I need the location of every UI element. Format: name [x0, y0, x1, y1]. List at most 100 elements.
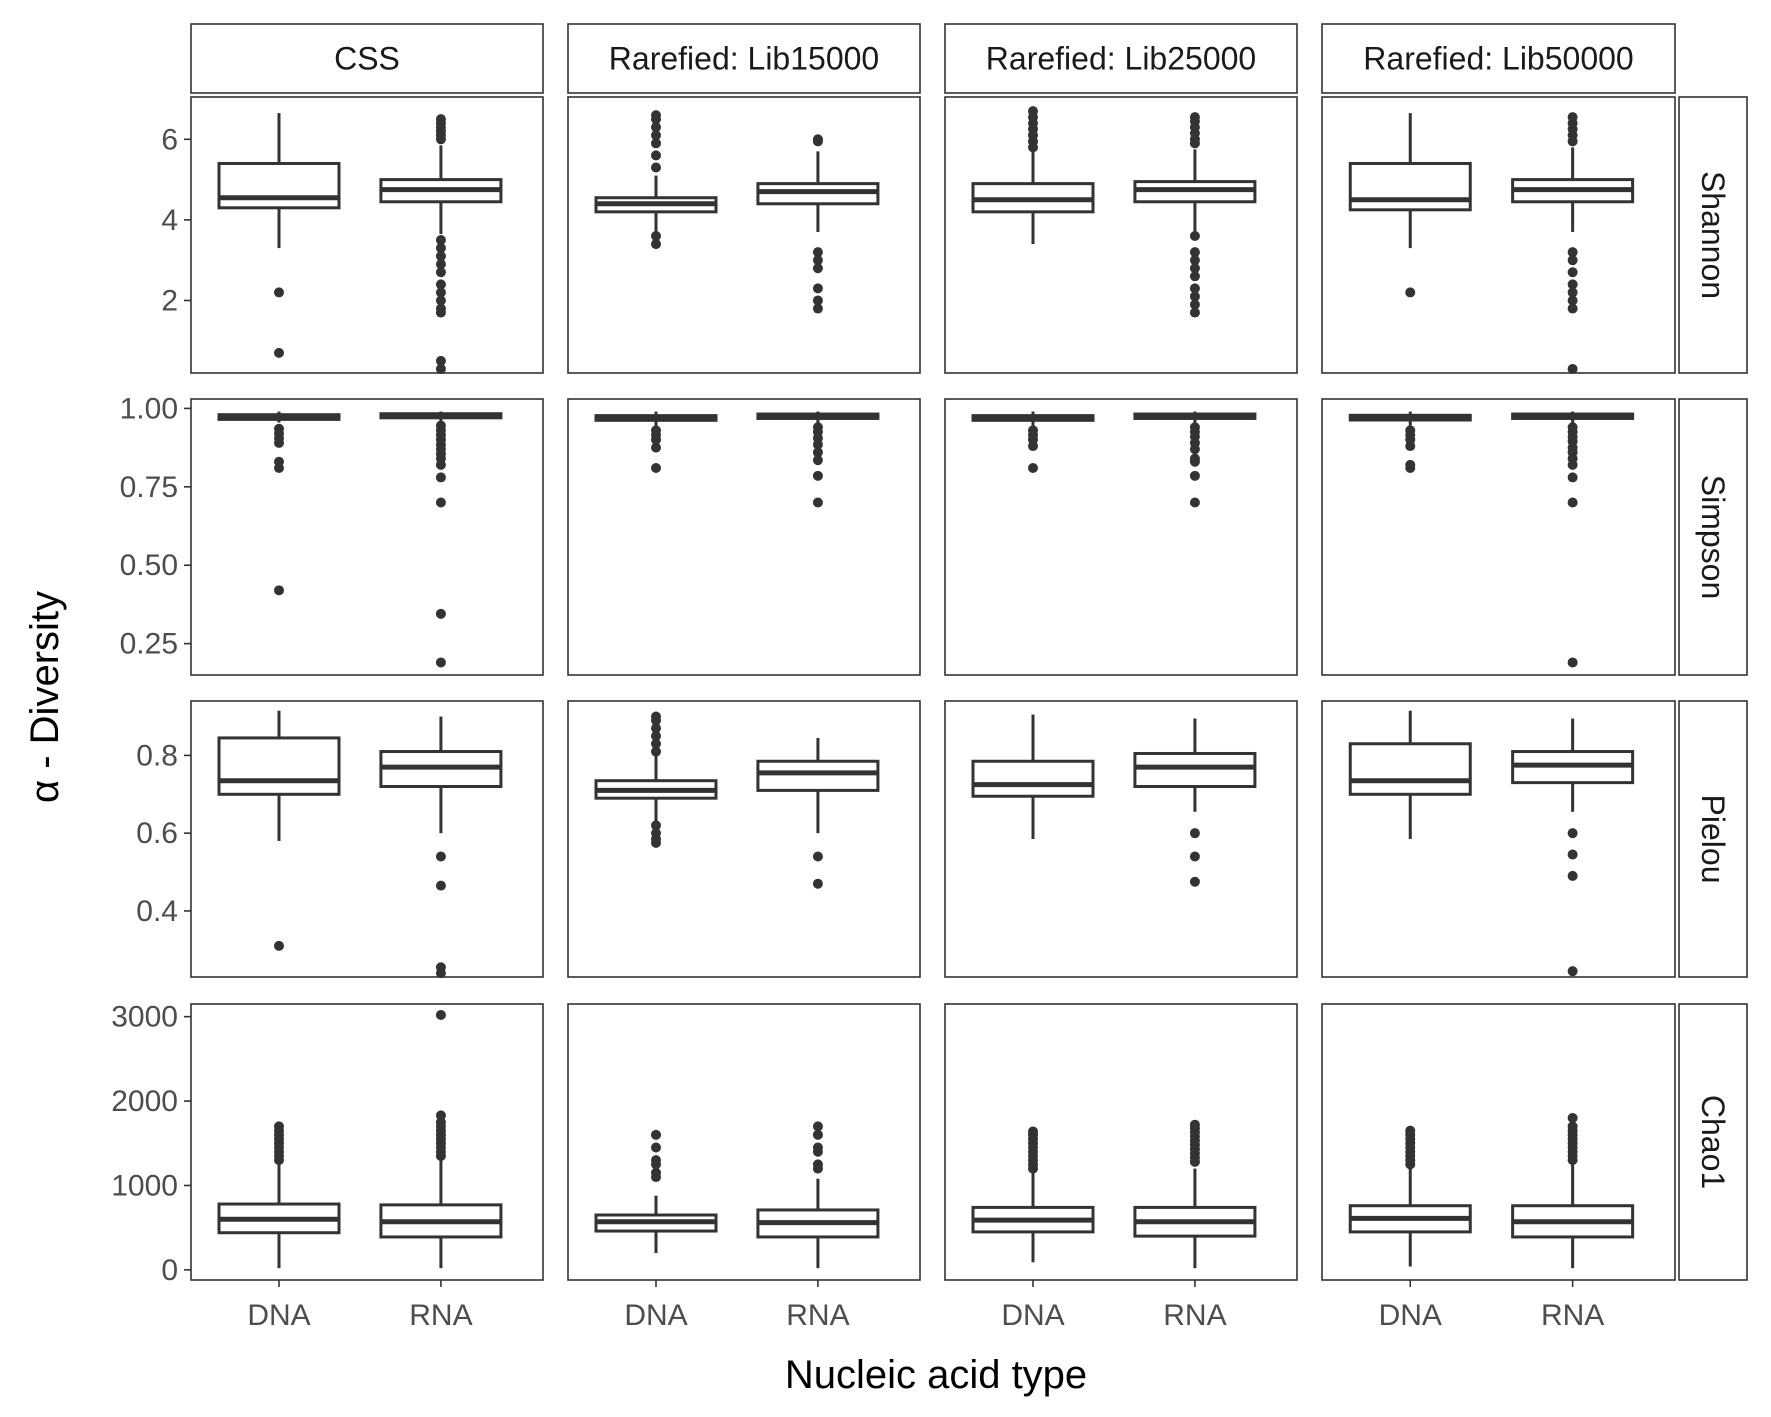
panel-border [1321, 96, 1676, 374]
panel-grid [190, 96, 1676, 1281]
outlier-point-rna [812, 497, 823, 508]
strip-css [190, 23, 544, 94]
panel-border [567, 1003, 921, 1281]
outlier-point-rna [435, 287, 446, 298]
outlier-point-dna [1028, 441, 1038, 452]
outlier-point-rna [1189, 231, 1200, 242]
outlier-point-rna [1567, 295, 1578, 306]
y-tick-label-simpson: 0.25 [120, 628, 178, 661]
outlier-point-dna [651, 239, 661, 250]
strip-label-rarefied-lib50000: Rarefied: Lib50000 [1363, 41, 1633, 77]
outlier-point-rna [812, 295, 823, 306]
panel-simpson-rarefied-lib25000 [944, 398, 1298, 676]
outlier-point-rna [1567, 255, 1578, 266]
outlier-point-rna [1189, 456, 1200, 467]
y-tick-label-chao1: 2000 [111, 1085, 178, 1118]
strip-label-rarefied-lib25000: Rarefied: Lib25000 [986, 41, 1256, 77]
outlier-point-rna [1189, 444, 1200, 455]
panel-border [567, 96, 921, 374]
outlier-point-dna [651, 1155, 661, 1166]
outlier-point-rna [812, 851, 823, 862]
box-rna [756, 759, 880, 792]
outlier-point-rna [435, 295, 446, 306]
outlier-point-dna [1028, 1126, 1038, 1137]
outlier-point-rna [435, 235, 446, 246]
outlier-point-dna [274, 940, 284, 951]
outlier-point-rna [1189, 1119, 1200, 1130]
outlier-point-rna [812, 263, 823, 274]
outlier-point-rna [1567, 1112, 1578, 1123]
outlier-point-dna [651, 150, 661, 161]
outlier-point-rna [435, 259, 446, 270]
outlier-point-dna [274, 347, 284, 358]
outlier-point-rna [812, 1129, 823, 1140]
panel-chao1-rarefied-lib15000 [567, 1003, 921, 1281]
outlier-point-rna [1567, 472, 1578, 483]
panel-border [944, 96, 1298, 374]
outlier-point-rna [1567, 657, 1578, 668]
outlier-point-rna [435, 851, 446, 862]
x-tick-label-rna: RNA [409, 1299, 472, 1332]
outlier-point-rna [1189, 291, 1200, 302]
y-tick-label-shannon: 6 [161, 123, 178, 156]
x-tick-label-rna: RNA [1163, 1299, 1226, 1332]
outlier-point-rna [435, 497, 446, 508]
panel-shannon-rarefied-lib25000 [944, 96, 1298, 374]
outlier-point-dna [1028, 463, 1038, 473]
box-dna [1348, 742, 1472, 796]
outlier-point-dna [651, 723, 661, 734]
outlier-point-dna [651, 837, 661, 848]
outlier-point-dna [651, 162, 661, 173]
outlier-point-dna [651, 463, 661, 473]
panel-border [1321, 398, 1676, 676]
outlier-point-rna [812, 470, 823, 481]
panel-border [567, 700, 921, 978]
outlier-point-rna [1189, 255, 1200, 266]
box-dna [971, 759, 1095, 798]
box-rna [1133, 751, 1257, 789]
strip-chao1 [1678, 1003, 1748, 1281]
outlier-point-rna [435, 355, 446, 366]
outlier-point-dna [651, 434, 661, 445]
x-tick-label-dna: DNA [624, 1299, 687, 1332]
outlier-point-rna [812, 439, 823, 450]
box-dna [1348, 161, 1472, 212]
outlier-point-rna [435, 608, 446, 619]
x-axis-title: Nucleic acid type [785, 1353, 1087, 1397]
y-tick-label-chao1: 3000 [111, 1001, 178, 1034]
outlier-point-rna [812, 134, 823, 145]
outlier-point-dna [651, 746, 661, 757]
panel-chao1-rarefied-lib50000 [1321, 1003, 1676, 1281]
outlier-point-rna [1189, 828, 1200, 839]
outlier-point-dna [274, 437, 284, 448]
outlier-point-rna [1567, 112, 1578, 123]
strip-shannon [1678, 96, 1748, 374]
panel-border [944, 1003, 1298, 1281]
y-tick-label-shannon: 4 [161, 204, 178, 237]
y-tick-label-pielou: 0.6 [136, 817, 178, 850]
y-tick-label-pielou: 0.8 [136, 739, 178, 772]
x-axes: DNA RNA DNA RNA DNA RNA DNA RNA [247, 1280, 1604, 1332]
outlier-point-rna [435, 267, 446, 278]
outlier-point-rna [812, 283, 823, 294]
outlier-point-rna [435, 880, 446, 891]
y-tick-label-shannon: 2 [161, 284, 178, 317]
panel-border [944, 398, 1298, 676]
row-strips: Shannon Simpson Pielou Chao1 [1678, 96, 1748, 1281]
y-axis-title: α - Diversity [23, 591, 67, 803]
panel-simpson-rarefied-lib50000 [1321, 398, 1676, 676]
outlier-point-dna [651, 738, 661, 749]
outlier-point-rna [1567, 1121, 1578, 1132]
strip-pielou [1678, 700, 1748, 978]
strip-label-shannon: Shannon [1695, 171, 1731, 299]
panel-chao1-css [190, 1003, 544, 1281]
y-tick-label-simpson: 0.75 [120, 471, 178, 504]
panel-simpson-css [190, 398, 544, 676]
strip-rarefied-lib25000 [944, 23, 1298, 94]
column-strips: CSS Rarefied: Lib15000 Rarefied: Lib25000 R… [190, 23, 1676, 94]
outlier-point-rna [812, 1121, 823, 1132]
outlier-point-rna [1189, 851, 1200, 862]
outlier-point-rna [435, 968, 446, 979]
outlier-point-rna [812, 303, 823, 314]
outlier-point-rna [1189, 497, 1200, 508]
